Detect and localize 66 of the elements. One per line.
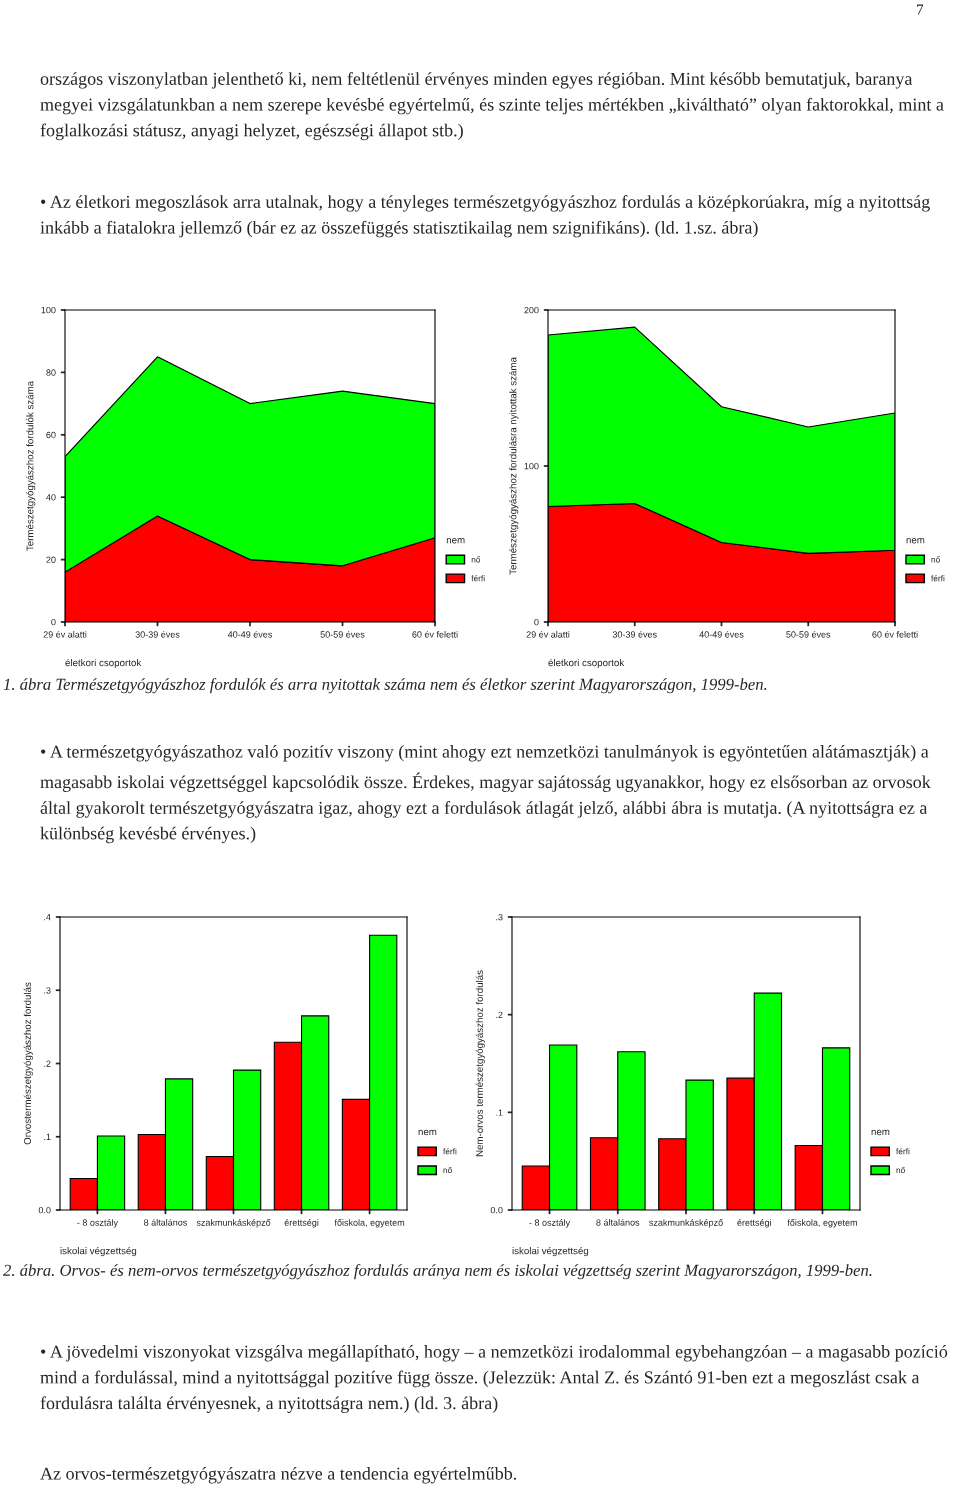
legend-label: férfi [931,575,945,582]
x-tick-label: 8 általános [144,1218,187,1226]
y-axis-title: Nem-orvos természetgyógyászhoz fordulás [475,970,485,1157]
legend-title: nem [418,1129,437,1136]
text: 2. ábra. Orvos- és nem-orvos természetgyógyászhoz fordulás aránya nem és iskolai végzettség szerint Magyarországon, 1999-ben. [3,1264,872,1280]
x-tick-label: érettségi [284,1219,319,1228]
y-tick-label: 200 [524,306,539,314]
y-tick-label: 100 [524,462,539,470]
x-axis-title: iskolai végzettség [60,1246,137,1257]
x-axis-title: életkori csoportok [548,658,625,669]
y-tick-label: .3 [496,913,503,921]
y-tick-label: .2 [44,1060,51,1067]
legend-label: nő [931,556,940,563]
y-tick-label: .2 [496,1011,503,1018]
x-tick-label: 50-59 éves [320,630,365,638]
x-tick-label: 8 általános [596,1218,640,1226]
legend-label: nő [471,556,481,563]
y-tick-label: 100 [41,306,56,314]
legend-title: nem [446,538,465,544]
y-axis-title: Orvostermészetgyógyászhoz fordulás [23,982,33,1145]
y-tick-label: .3 [44,987,51,994]
x-tick-label: 29 év alatti [526,630,570,638]
x-tick-label: főiskola, egyetem [787,1219,857,1228]
y-axis-title: Természetgyógyászhoz fordulók száma [26,380,36,551]
y-tick-label: 0.0 [490,1206,503,1214]
y-tick-label: 0 [534,618,539,626]
x-tick-label: 50-59 éves [786,630,831,638]
x-tick-label: érettségi [737,1219,771,1228]
x-tick-label: 30-39 éves [612,630,657,638]
y-tick-label: 0.0 [38,1206,51,1214]
x-axis-title: iskolai végzettség [512,1246,589,1257]
legend-label: férfi [896,1148,910,1155]
legend-title: nem [871,1129,890,1136]
text: 1. ábra Természetgyógyászhoz fordulók és arra nyitottak száma nem és életkor szerint Magyarországon, 1999-ben. [3,678,767,694]
x-tick-label: szakmunkásképző [196,1219,271,1228]
x-axis-title: életkori csoportok [65,658,142,669]
y-tick-label: .1 [496,1109,503,1116]
y-axis-title: Természetgyógyászhoz fordulásra nyitottak száma [509,357,519,575]
legend-label: férfi [443,1148,457,1155]
x-tick-label: 60 év feletti [872,630,918,638]
text: • Az életkori megoszlások arra utalnak, hogy a tényleges természetgyógyászhoz fordulás a középkorúakra, míg a nyitottság inkább a fiatalokra jellemző (bár ez az összefüggés statisztikailag nem szignifikáns). (ld. 1.sz. ábra) [40,195,930,238]
x-tick-label: főiskola, egyetem [334,1219,405,1228]
y-tick-label: 0 [51,618,56,626]
y-tick-label: 80 [46,369,56,376]
text: Az orvos-természetgyógyászatra nézve a tendencia egyértelműbb. [40,1467,517,1484]
y-tick-label: .4 [44,914,51,921]
legend-label: nő [896,1166,905,1174]
x-tick-label: 40-49 éves [227,630,273,638]
x-tick-label: 60 év feletti [412,630,458,638]
x-tick-label: 40-49 éves [699,630,744,638]
x-tick-label: - 8 osztály [529,1219,571,1228]
x-tick-label: - 8 osztály [77,1219,118,1228]
text: • A természetgyógyászathoz való pozitív viszony (mint ahogy ezt nemzetközi tanulmányok is egyöntetűen alátámasztják) a magasabb iskolai végzettséggel kapcsolódik össze. Érdekes, magyar sajátosság ugyanakkor, hogy ez elsősorban az orvosok által gyakorolt természetgyógyászatra igaz, ahogy ezt a fordulások átlagát jelző, alábbi ábra is mutatja. (A nyitottságra ez a különbség kevésbé érvényes.) [40,745,931,844]
legend-title: nem [906,538,925,544]
x-tick-label: 29 év alatti [43,630,87,638]
y-tick-label: 20 [46,556,56,563]
y-tick-label: 60 [46,431,56,439]
text: 7 [917,4,924,15]
text: országos viszonylatban jelenthető ki, nem feltétlenül érvényes minden egyes régióban. Mint később bemutatjuk, baranya megyei vizsgálatunkban a nem szerepe kevésbé egyértelmű, és szinte teljes mértékben „kiváltható” olyan faktorokkal, mint a foglalkozási státusz, anyagi helyzet, egészségi állapot stb.) [40,72,944,141]
legend-label: férfi [471,575,485,582]
x-tick-label: 30-39 éves [135,630,180,638]
y-tick-label: .1 [44,1133,51,1141]
text: • A jövedelmi viszonyokat vizsgálva megállapítható, hogy – a nemzetközi irodalommal egybehangzóan – a magasabb pozíció mind a fordulással, mind a nyitottsággal pozitíve függ össze. (Jelezzük: Antal Z. és Szántó 91-ben ezt a megoszlást csak a fordulásra találta érvényesnek, a nyitottságra nem.) (ld. 3. ábra) [40,1345,948,1413]
legend-label: nő [443,1166,452,1174]
y-tick-label: 40 [46,494,56,501]
x-tick-label: szakmunkásképző [649,1219,723,1228]
